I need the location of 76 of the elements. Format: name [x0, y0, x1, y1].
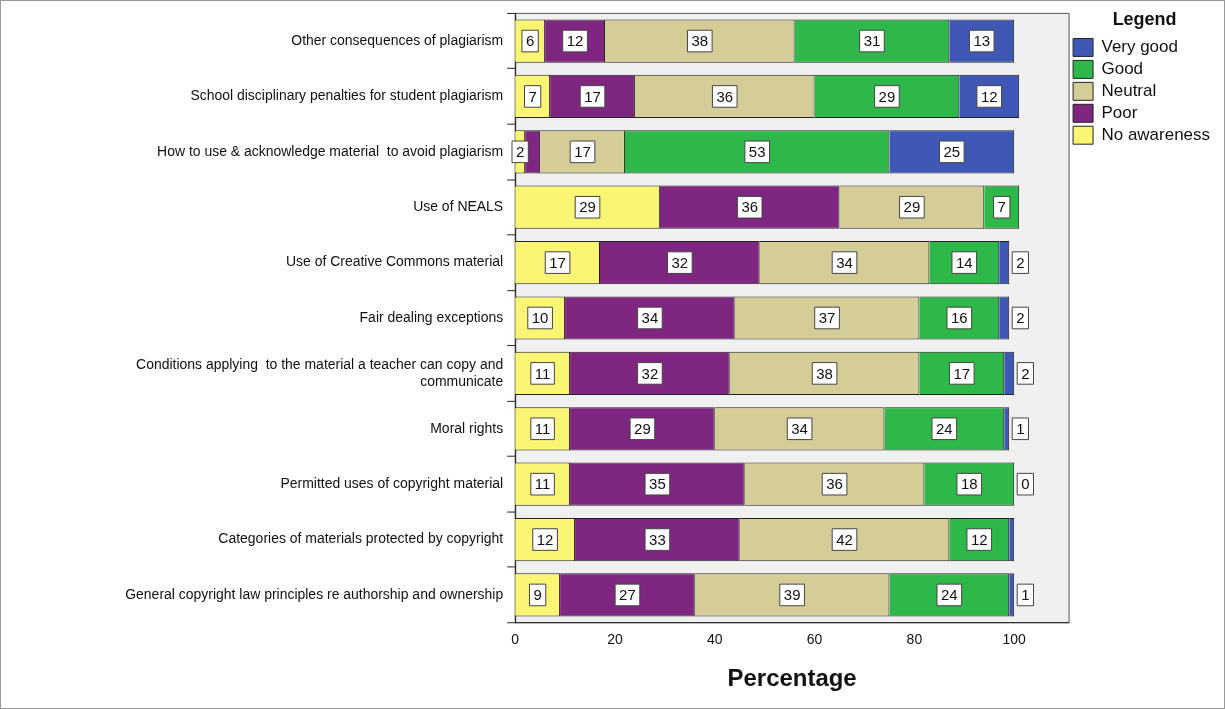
x-tick-label: 80 [906, 630, 923, 647]
data-label: 9 [533, 586, 542, 604]
data-label: 0 [1021, 475, 1030, 493]
data-label: 25 [943, 142, 961, 160]
data-label: 17 [574, 142, 591, 160]
data-label: 36 [826, 475, 843, 493]
data-label: 42 [836, 530, 853, 548]
data-label: 6 [525, 32, 535, 50]
x-tick-label: 40 [707, 630, 723, 647]
y-tick-label: Use of Creative Commons material [285, 253, 504, 270]
data-label: 29 [579, 198, 596, 216]
data-label: 11 [534, 475, 551, 493]
data-label: 1 [1016, 419, 1025, 437]
x-tick-label: 100 [1002, 630, 1027, 647]
data-label: 29 [878, 87, 896, 105]
data-label: 34 [791, 419, 808, 437]
data-label: 17 [953, 364, 971, 382]
data-label: 37 [818, 309, 836, 327]
data-label: 12 [536, 530, 554, 548]
y-tick-label: Fair dealing exceptions [359, 308, 504, 325]
data-label: 17 [549, 253, 566, 271]
data-label: 12 [970, 530, 988, 548]
data-label: 2 [515, 142, 525, 160]
data-label: 11 [534, 419, 551, 437]
data-label: 38 [816, 364, 833, 382]
x-tick-label: 0 [511, 630, 520, 647]
data-label: 7 [997, 198, 1006, 216]
x-axis-title: Percentage [727, 664, 857, 692]
y-tick-label: Conditions applying to the material a teacher can copy and communicate [136, 355, 504, 389]
data-label: 12 [980, 87, 998, 105]
data-label: 2 [1021, 364, 1030, 382]
data-label: 34 [836, 253, 853, 271]
data-label: 34 [641, 309, 659, 327]
data-label: 14 [955, 253, 973, 271]
data-label: 36 [716, 87, 734, 105]
data-label: 10 [531, 309, 549, 327]
y-tick-label: Moral rights [430, 419, 504, 436]
data-label: 38 [691, 32, 709, 50]
y-tick-label: Other consequences of plagiarism [291, 31, 504, 48]
data-label: 32 [671, 253, 689, 271]
data-label: 32 [641, 364, 659, 382]
legend-title: Legend [1112, 8, 1177, 29]
y-tick-label: General copyright law principles re authorship and ownership [125, 585, 504, 602]
legend-label: Good [1101, 59, 1144, 79]
data-label: 35 [649, 475, 666, 493]
data-label: 31 [863, 32, 881, 50]
data-label: 11 [534, 364, 551, 382]
legend-label: No awareness [1101, 124, 1210, 144]
data-label: 12 [566, 32, 584, 50]
data-label: 1 [1021, 586, 1030, 604]
data-label: 2 [1016, 309, 1025, 327]
data-label: 27 [619, 586, 636, 604]
x-tick-label: 60 [806, 630, 823, 647]
legend-label: Neutral [1101, 81, 1157, 101]
y-tick-label: Permitted uses of copyright material [280, 475, 504, 492]
data-label: 18 [960, 475, 978, 493]
data-label: 17 [584, 87, 601, 105]
x-tick-label: 20 [607, 630, 623, 647]
legend-label: Poor [1101, 102, 1138, 122]
data-label: 2 [1016, 253, 1025, 271]
data-label: 13 [973, 32, 991, 50]
data-label: 29 [634, 419, 651, 437]
data-label: 16 [950, 309, 968, 327]
legend-label: Very good [1101, 37, 1178, 57]
data-label: 33 [649, 530, 666, 548]
y-tick-label: Use of NEALS [413, 198, 504, 215]
data-label: 24 [936, 419, 953, 437]
y-tick-label: School disciplinary penalties for student plagiarism [190, 87, 504, 104]
data-label: 53 [748, 142, 766, 160]
data-label: 36 [741, 198, 759, 216]
data-label: 7 [528, 87, 537, 105]
data-label: 39 [783, 586, 801, 604]
y-tick-label: Categories of materials protected by copyright [218, 530, 504, 547]
data-label: 29 [903, 198, 921, 216]
y-tick-label: How to use & acknowledge material to avoid plagiarism [157, 142, 504, 159]
data-label: 24 [940, 586, 958, 604]
